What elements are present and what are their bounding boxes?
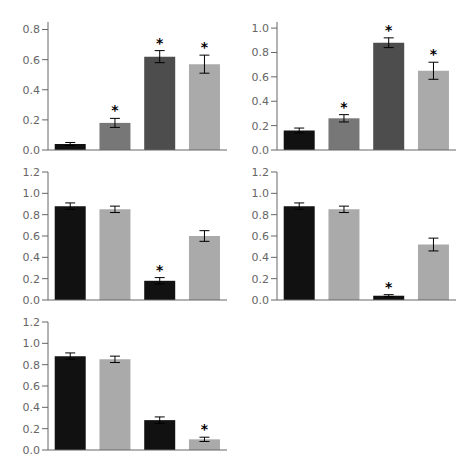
svg-text:0.4: 0.4 (252, 251, 270, 264)
svg-text:0.0: 0.0 (23, 294, 41, 307)
svg-text:0.2: 0.2 (23, 273, 41, 286)
svg-text:0.4: 0.4 (23, 84, 41, 97)
svg-text:*: * (385, 279, 393, 295)
svg-text:0.2: 0.2 (23, 114, 41, 127)
svg-text:0.4: 0.4 (23, 401, 41, 414)
svg-text:0.8: 0.8 (23, 359, 41, 372)
svg-text:0.2: 0.2 (23, 423, 41, 436)
svg-text:1.0: 1.0 (23, 187, 41, 200)
svg-text:0.0: 0.0 (23, 144, 41, 157)
svg-text:0.4: 0.4 (23, 251, 41, 264)
svg-text:1.2: 1.2 (23, 316, 41, 329)
svg-text:0.4: 0.4 (252, 95, 270, 108)
svg-text:0.8: 0.8 (23, 23, 41, 36)
svg-text:0.0: 0.0 (252, 294, 270, 307)
svg-text:0.6: 0.6 (252, 71, 270, 84)
svg-text:0.6: 0.6 (23, 230, 41, 243)
svg-text:0.8: 0.8 (252, 209, 270, 222)
svg-text:0.6: 0.6 (23, 380, 41, 393)
svg-text:1.0: 1.0 (252, 22, 270, 35)
svg-text:*: * (201, 39, 209, 55)
svg-text:0.0: 0.0 (23, 444, 41, 457)
svg-text:1.2: 1.2 (252, 166, 270, 179)
svg-text:*: * (111, 102, 119, 118)
svg-text:0.0: 0.0 (252, 144, 270, 157)
svg-text:1.0: 1.0 (252, 187, 270, 200)
svg-text:1.0: 1.0 (23, 337, 41, 350)
svg-text:*: * (430, 46, 438, 62)
svg-text:0.2: 0.2 (252, 273, 270, 286)
svg-text:*: * (340, 99, 348, 115)
svg-text:*: * (201, 421, 209, 437)
svg-text:0.6: 0.6 (23, 54, 41, 67)
svg-text:0.8: 0.8 (23, 209, 41, 222)
svg-text:1.2: 1.2 (23, 166, 41, 179)
svg-text:*: * (156, 35, 164, 51)
svg-text:*: * (156, 262, 164, 278)
svg-text:*: * (385, 22, 393, 38)
svg-text:0.2: 0.2 (252, 120, 270, 133)
svg-text:0.8: 0.8 (252, 46, 270, 59)
svg-text:0.6: 0.6 (252, 230, 270, 243)
